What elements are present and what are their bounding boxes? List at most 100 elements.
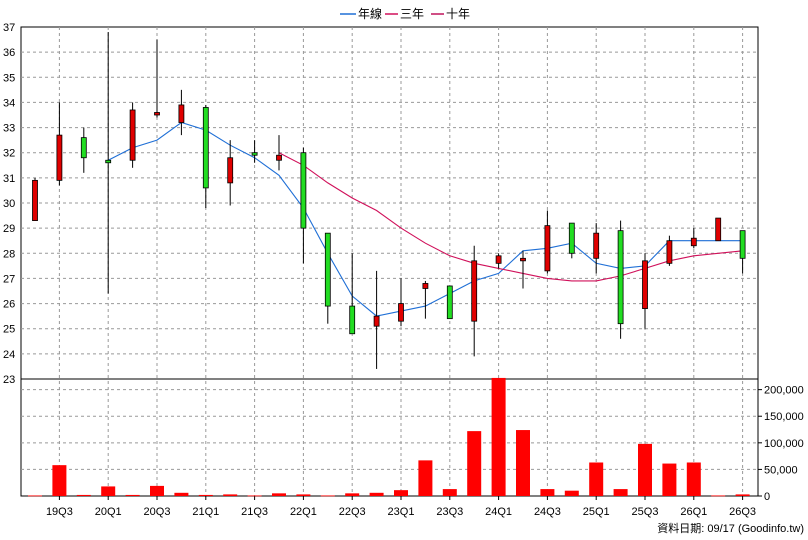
legend-label-annual: 年線: [358, 6, 382, 21]
x-tick-label: 26Q3: [729, 506, 756, 518]
price-tick-label: 28: [3, 248, 15, 260]
volume-bar: [52, 465, 67, 496]
candle-body: [154, 112, 160, 116]
volume-bar: [467, 431, 482, 496]
x-tick-label: 22Q1: [290, 506, 317, 518]
volume-bar: [369, 492, 384, 496]
volume-bar: [247, 495, 262, 497]
volume-bar: [198, 494, 213, 496]
volume-tick-label: 150,000: [764, 411, 804, 423]
candle-body: [544, 225, 551, 272]
price-tick-label: 24: [3, 349, 15, 361]
volume-tick-label: 50,000: [764, 464, 798, 476]
candle-body: [178, 104, 185, 123]
candle-body: [324, 232, 331, 307]
volume-bar: [101, 486, 116, 496]
volume-bar: [686, 462, 701, 496]
volume-bar: [662, 463, 677, 496]
x-tick-label: 25Q3: [632, 506, 659, 518]
price-tick-label: 36: [3, 47, 15, 59]
ma-line-3y: [278, 152, 743, 282]
candle-body: [642, 260, 648, 310]
price-tick-label: 29: [3, 223, 15, 235]
volume-bar: [491, 377, 506, 496]
volume-bar: [320, 495, 335, 497]
volume-bar: [711, 495, 726, 497]
volume-bar: [418, 460, 433, 496]
candle-body: [56, 134, 63, 181]
candle-body: [617, 230, 624, 325]
volume-bar: [394, 490, 408, 496]
volume-bar: [735, 494, 750, 496]
volume-bar: [589, 462, 604, 496]
x-tick-label: 20Q3: [144, 506, 171, 518]
x-tick-label: 21Q1: [192, 506, 219, 518]
candle-body: [568, 222, 575, 254]
volume-bars: [28, 377, 750, 497]
price-tick-label: 37: [3, 22, 15, 34]
price-tick-label: 35: [3, 72, 15, 84]
x-tick-label: 20Q1: [95, 506, 122, 518]
x-tick-label: 24Q1: [485, 506, 512, 518]
x-tick-label: 21Q3: [241, 506, 268, 518]
volume-bar: [613, 489, 628, 496]
price-tick-label: 23: [3, 374, 15, 386]
volume-bar: [638, 443, 652, 496]
volume-bar: [296, 494, 311, 496]
candle-body: [227, 157, 234, 184]
x-tick-label: 25Q1: [583, 506, 610, 518]
candle-body: [422, 283, 429, 289]
data-date-footer: 資料日期: 09/17 (Goodinfo.tw): [657, 521, 804, 535]
price-tick-label: 32: [3, 148, 15, 160]
volume-bar: [564, 490, 579, 496]
candle-body: [739, 230, 746, 259]
volume-bar: [442, 489, 457, 496]
volume-axis: 0 50,000 100,000 150,000 200,000: [758, 385, 804, 503]
candle-body: [32, 179, 38, 222]
candle-body: [373, 315, 380, 327]
candle-body: [129, 109, 136, 161]
candle-body: [520, 257, 526, 262]
candle-body: [251, 152, 258, 156]
price-tick-label: 30: [3, 198, 15, 210]
candle-body: [202, 107, 209, 189]
volume-bar: [540, 489, 555, 496]
x-tick-label: 24Q3: [534, 506, 561, 518]
volume-bar: [516, 430, 530, 496]
x-tick-label: 23Q1: [388, 506, 415, 518]
volume-bar: [272, 493, 286, 496]
volume-tick-label: 100,000: [764, 438, 804, 450]
legend: 年線 三年 十年: [340, 6, 470, 21]
x-axis: 19Q3 20Q1 20Q3 21Q1 21Q3 22Q1 22Q3 23Q1 23Q3 24Q1…: [46, 496, 756, 518]
candle-body: [471, 260, 478, 322]
x-tick-label: 19Q3: [46, 506, 73, 518]
legend-label-10y: 十年: [446, 7, 470, 21]
candle-body: [666, 240, 673, 264]
candles: [32, 32, 746, 369]
price-tick-label: 26: [3, 299, 15, 311]
candle-body: [715, 217, 722, 242]
volume-bar: [150, 485, 164, 496]
candle-body: [276, 154, 282, 161]
price-axis: 23 24 25 26 27 28 29 30 31 32 33 34 35 36 37: [3, 22, 15, 386]
plot-frame: [20, 26, 759, 497]
candle-body: [398, 303, 404, 322]
volume-bar: [125, 494, 140, 496]
volume-tick-label: 200,000: [764, 385, 804, 397]
price-tick-label: 27: [3, 273, 15, 285]
price-tick-label: 25: [3, 324, 15, 336]
candle-body: [105, 159, 112, 164]
price-tick-label: 31: [3, 173, 15, 185]
volume-bar: [345, 493, 360, 496]
candle-body: [300, 152, 307, 229]
candle-body: [593, 232, 600, 259]
candle-body: [80, 137, 87, 159]
volume-bar: [223, 494, 238, 496]
x-tick-label: 23Q3: [436, 506, 463, 518]
candle-body: [495, 255, 502, 264]
price-tick-label: 33: [3, 123, 15, 135]
candle-body: [349, 305, 356, 335]
x-tick-label: 26Q1: [680, 506, 707, 518]
volume-bar: [76, 494, 91, 496]
